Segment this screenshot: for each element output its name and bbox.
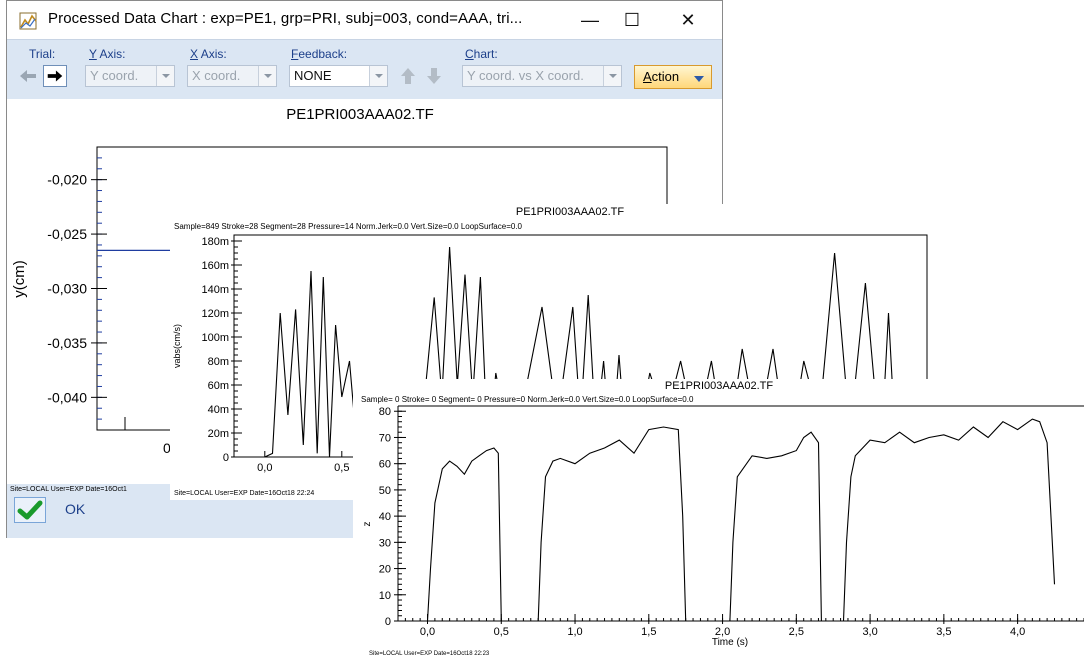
x-tick-label: 3,5 bbox=[936, 626, 951, 638]
x-tick-label: 1,5 bbox=[641, 626, 656, 638]
x-axis-label: X Axis: bbox=[190, 47, 227, 61]
title-bar[interactable]: Processed Data Chart : exp=PE1, grp=PRI,… bbox=[7, 1, 722, 39]
y-tick-label: 80 bbox=[379, 406, 391, 418]
y-tick-label: -0,040 bbox=[47, 389, 87, 405]
y-tick-label: 100m bbox=[201, 332, 229, 344]
x-tick-label: 0,0 bbox=[257, 462, 272, 474]
velocity-chart-info: Sample=849 Stroke=28 Segment=28 Pressure… bbox=[174, 222, 523, 231]
move-down-arrow-icon[interactable] bbox=[422, 65, 446, 87]
chart-app-icon bbox=[19, 12, 37, 30]
y-tick-label: 80m bbox=[208, 356, 229, 368]
status-text: Site=LOCAL User=EXP Date=16Oct1 bbox=[10, 486, 127, 493]
trial-label: Trial: bbox=[29, 47, 56, 61]
z-chart-status: Site=LOCAL User=EXP Date=16Oct18 22:23 bbox=[369, 651, 490, 657]
y-tick-label: 20 bbox=[379, 564, 391, 576]
x-tick-label: 1,0 bbox=[567, 626, 582, 638]
y-axis-select[interactable]: Y coord. bbox=[85, 65, 175, 87]
y-tick-label: 180m bbox=[201, 236, 229, 248]
action-button[interactable]: Action bbox=[634, 65, 712, 89]
x-tick-label: 0,5 bbox=[334, 462, 349, 474]
chevron-down-icon bbox=[603, 66, 621, 86]
y-tick-label: 60m bbox=[208, 380, 229, 392]
z-x-axis-title: Time (s) bbox=[712, 637, 748, 648]
y-tick-label: -0,020 bbox=[47, 172, 87, 188]
z-chart-info: Sample= 0 Stroke= 0 Segment= 0 Pressure=… bbox=[361, 395, 694, 404]
y-tick-label: 0 bbox=[385, 616, 391, 628]
maximize-button[interactable]: ☐ bbox=[623, 10, 641, 30]
chevron-down-icon bbox=[156, 66, 174, 86]
chevron-down-icon bbox=[369, 66, 387, 86]
checkmark-icon bbox=[17, 500, 43, 520]
close-button[interactable]: ✕ bbox=[680, 10, 696, 30]
minimize-button[interactable]: — bbox=[581, 10, 599, 30]
velocity-y-axis-title: vabs(cm/s) bbox=[172, 324, 182, 368]
chart-type-label: Chart: bbox=[465, 47, 498, 61]
y-tick-label: 20m bbox=[208, 428, 229, 440]
x-tick-label: 2,0 bbox=[715, 626, 730, 638]
ok-button[interactable] bbox=[14, 497, 46, 523]
y-tick-label: 120m bbox=[201, 308, 229, 320]
y-axis-title: y(cm) bbox=[11, 260, 28, 298]
ok-label: OK bbox=[65, 501, 86, 517]
y-tick-label: 60 bbox=[379, 459, 391, 471]
x-axis-select[interactable]: X coord. bbox=[187, 65, 277, 87]
velocity-chart-svg: PE1PRI003AAA02.TF Sample=849 Stroke=28 S… bbox=[172, 206, 928, 497]
previous-trial-arrow-icon[interactable] bbox=[16, 65, 40, 87]
x-tick-label: 0,5 bbox=[494, 626, 509, 638]
x-tick-label: 0, bbox=[163, 440, 175, 456]
y-tick-label: 40m bbox=[208, 404, 229, 416]
x-tick-label: 2,5 bbox=[789, 626, 804, 638]
x-tick-label: 4,0 bbox=[1010, 626, 1025, 638]
z-chart-title: PE1PRI003AAA02.TF bbox=[665, 380, 774, 392]
next-trial-arrow-icon[interactable] bbox=[43, 65, 67, 87]
move-up-arrow-icon[interactable] bbox=[396, 65, 420, 87]
y-tick-label: -0,030 bbox=[47, 281, 87, 297]
y-tick-label: 10 bbox=[379, 590, 391, 602]
velocity-chart-title: PE1PRI003AAA02.TF bbox=[516, 206, 625, 218]
y-tick-label: -0,035 bbox=[47, 335, 87, 351]
x-tick-label: 0,0 bbox=[420, 626, 435, 638]
feedback-label: Feedback: bbox=[291, 47, 348, 61]
y-tick-label: 0 bbox=[223, 452, 229, 464]
y-tick-label: 160m bbox=[201, 260, 229, 272]
y-tick-label: 30 bbox=[379, 537, 391, 549]
x-tick-label: 3,0 bbox=[862, 626, 877, 638]
y-tick-label: 140m bbox=[201, 284, 229, 296]
velocity-chart-status: Site=LOCAL User=EXP Date=16Oct18 22:24 bbox=[174, 490, 314, 497]
chart-type-select[interactable]: Y coord. vs X coord. bbox=[462, 65, 622, 87]
chart-title: PE1PRI003AAA02.TF bbox=[286, 106, 434, 123]
z-chart-svg: PE1PRI003AAA02.TF Sample= 0 Stroke= 0 Se… bbox=[361, 380, 1084, 657]
toolbar: Trial: Y Axis: X Axis: Feedback: Chart: … bbox=[7, 39, 722, 100]
caret-down-icon bbox=[694, 76, 704, 82]
z-trace bbox=[426, 418, 1056, 622]
y-tick-label: 50 bbox=[379, 485, 391, 497]
z-chart-panel: PE1PRI003AAA02.TF Sample= 0 Stroke= 0 Se… bbox=[353, 379, 1084, 658]
y-axis-label: Y Axis: bbox=[89, 47, 126, 61]
y-tick-label: 40 bbox=[379, 511, 391, 523]
y-tick-label: 70 bbox=[379, 432, 391, 444]
window-title: Processed Data Chart : exp=PE1, grp=PRI,… bbox=[48, 10, 523, 27]
y-tick-label: -0,025 bbox=[47, 226, 87, 242]
chevron-down-icon bbox=[258, 66, 276, 86]
feedback-select[interactable]: NONE bbox=[289, 65, 388, 87]
z-y-axis-title: z bbox=[362, 522, 373, 527]
